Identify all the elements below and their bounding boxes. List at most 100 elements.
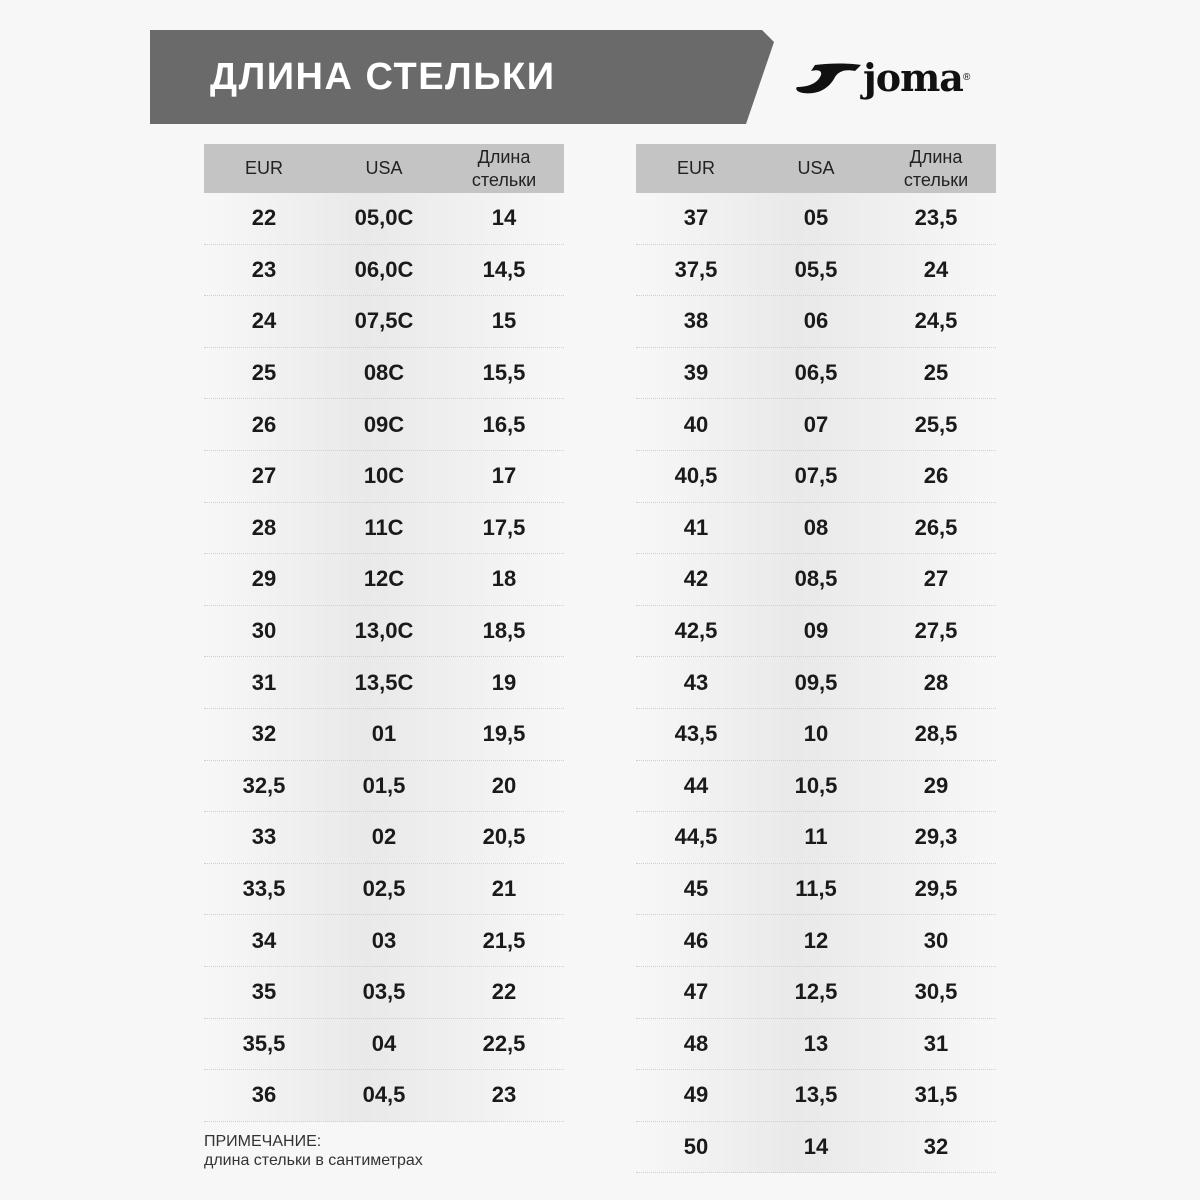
eur-cell: 45	[683, 876, 709, 902]
table-row: 27 10C 17	[204, 450, 564, 503]
usa-cell: 08C	[363, 360, 405, 386]
insole-length-cell: 15,5	[482, 360, 526, 386]
eur-cell: 44	[683, 772, 709, 798]
usa-cell: 10,5	[794, 772, 838, 798]
eur-cell: 33	[251, 824, 277, 850]
insole-length-cell: 19	[491, 669, 517, 695]
insole-length-cell: 16,5	[482, 411, 526, 437]
table-row: 41 08 26,5	[636, 502, 996, 555]
joma-logo: joma ®	[795, 55, 970, 100]
insole-length-cell: 27	[923, 566, 949, 592]
eur-cell: 47	[683, 979, 709, 1005]
table-row: 33 02 20,5	[204, 812, 564, 864]
table-row: 44,5 11 29,3	[636, 812, 996, 864]
usa-cell: 13,5C	[354, 669, 414, 695]
eur-cell: 30	[251, 618, 277, 644]
table-row: 31 13,5C 19	[204, 657, 564, 709]
usa-cell: 04	[371, 1030, 397, 1056]
usa-cell: 09,5	[794, 669, 838, 695]
header-insole-length: Длина стельки	[471, 146, 537, 190]
table-row: 42,5 09 27,5	[636, 605, 996, 658]
eur-cell: 28	[251, 514, 277, 540]
insole-length-cell: 29,3	[914, 824, 958, 850]
eur-cell: 38	[683, 308, 709, 334]
header-usa: USA	[365, 158, 403, 178]
header-insole-length: Длина стельки	[903, 146, 969, 190]
eur-cell: 39	[683, 360, 709, 386]
table-row: 35 03,5 22	[204, 966, 564, 1019]
table-row: 28 11C 17,5	[204, 502, 564, 555]
usa-cell: 04,5	[362, 1082, 406, 1108]
table-row: 33,5 02,5 21	[204, 863, 564, 916]
insole-length-cell: 18,5	[482, 618, 526, 644]
insole-length-cell: 27,5	[914, 618, 958, 644]
insole-length-cell: 30	[923, 927, 949, 953]
insole-length-cell: 19,5	[482, 721, 526, 747]
usa-cell: 12,5	[794, 979, 838, 1005]
table-row: 39 06,5 25	[636, 347, 996, 400]
note-text: длина стельки в сантиметрах	[204, 1152, 423, 1169]
table-row: 32,5 01,5 20	[204, 760, 564, 813]
header-eur: EUR	[244, 158, 283, 178]
usa-cell: 08	[803, 514, 829, 540]
eur-cell: 35	[251, 979, 277, 1005]
size-table-right: EUR USA Длина стельки 37 05 23,5 37,5 05,5 24…	[636, 144, 996, 1174]
eur-cell: 34	[251, 927, 277, 953]
insole-length-cell: 21	[491, 876, 517, 902]
insole-length-cell: 24	[923, 256, 949, 282]
table-row: 48 13 31	[636, 1018, 996, 1071]
insole-length-cell: 29	[923, 772, 949, 798]
usa-cell: 09	[803, 618, 829, 644]
note: ПРИМЕЧАНИЕ: длина стельки в сантиметрах	[204, 1132, 423, 1170]
table-row: 40 07 25,5	[636, 399, 996, 451]
table-header: EUR USA Длина стельки	[204, 144, 564, 193]
usa-cell: 13	[803, 1030, 829, 1056]
eur-cell: 36	[251, 1082, 277, 1108]
joma-swoosh-icon	[796, 63, 861, 93]
table-row: 25 08C 15,5	[204, 347, 564, 400]
eur-cell: 29	[251, 566, 277, 592]
table-row: 30 13,0C 18,5	[204, 605, 564, 658]
usa-cell: 09C	[363, 411, 405, 437]
insole-length-cell: 18	[491, 566, 517, 592]
eur-cell: 37,5	[674, 256, 718, 282]
page-title: ДЛИНА СТЕЛЬКИ	[210, 56, 556, 98]
eur-cell: 43,5	[674, 721, 718, 747]
eur-cell: 27	[251, 463, 277, 489]
note-label: ПРИМЕЧАНИЕ:	[204, 1133, 322, 1150]
header-usa: USA	[797, 158, 835, 178]
insole-length-cell: 23,5	[914, 205, 958, 231]
usa-cell: 05,5	[794, 256, 838, 282]
usa-cell: 07,5C	[354, 308, 414, 334]
table-row: 38 06 24,5	[636, 296, 996, 348]
table-row: 43,5 10 28,5	[636, 708, 996, 761]
table-row: 32 01 19,5	[204, 708, 564, 761]
usa-cell: 02,5	[362, 876, 406, 902]
eur-cell: 26	[251, 411, 277, 437]
table-row: 34 03 21,5	[204, 915, 564, 967]
insole-length-cell: 25	[923, 360, 949, 386]
insole-length-cell: 26,5	[914, 514, 958, 540]
insole-length-cell: 26	[923, 463, 949, 489]
usa-cell: 11,5	[795, 876, 837, 902]
eur-cell: 24	[251, 308, 277, 334]
insole-length-cell: 29,5	[914, 876, 958, 902]
eur-cell: 46	[683, 927, 709, 953]
table-row: 46 12 30	[636, 915, 996, 967]
table-row: 50 14 32	[636, 1121, 996, 1174]
insole-length-cell: 20	[491, 772, 517, 798]
table-row: 23 06,0C 14,5	[204, 244, 564, 297]
table-row: 22 05,0C 14	[204, 193, 564, 245]
table-row: 49 13,5 31,5	[636, 1070, 996, 1122]
insole-length-cell: 30,5	[914, 979, 958, 1005]
usa-cell: 13,0C	[354, 618, 414, 644]
eur-cell: 41	[683, 514, 709, 540]
table-row: 44 10,5 29	[636, 760, 996, 813]
eur-cell: 48	[683, 1030, 709, 1056]
usa-cell: 01,5	[362, 772, 406, 798]
insole-length-cell: 17,5	[482, 514, 526, 540]
insole-length-cell: 22,5	[482, 1030, 526, 1056]
insole-length-cell: 31	[923, 1030, 949, 1056]
insole-length-cell: 28,5	[914, 721, 958, 747]
